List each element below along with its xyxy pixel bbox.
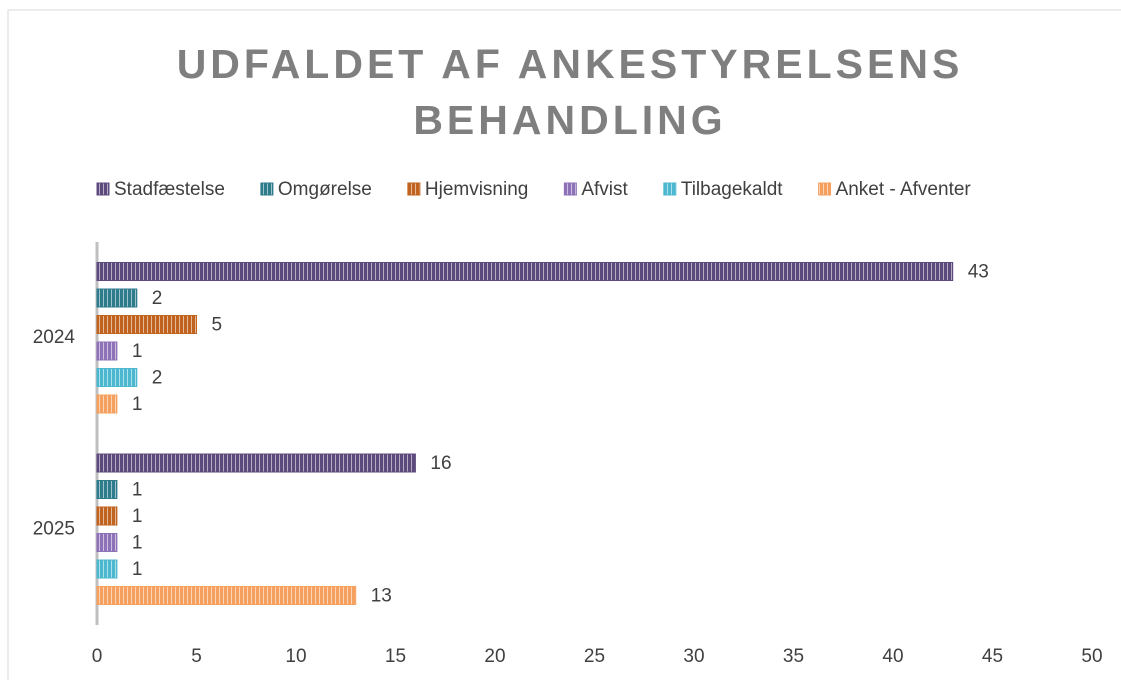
data-label: 1 — [132, 341, 143, 362]
legend-swatch — [563, 182, 577, 196]
data-label: 2 — [152, 368, 163, 389]
legend-label: Hjemvisning — [425, 179, 528, 200]
bar — [96, 315, 197, 334]
legend-swatch — [260, 182, 274, 196]
x-tick-label: 15 — [385, 646, 406, 667]
x-tick-label: 5 — [191, 646, 202, 667]
data-label: 1 — [132, 506, 143, 527]
legend-swatch — [818, 182, 832, 196]
data-label: 1 — [132, 533, 143, 554]
x-tick-label: 50 — [1081, 646, 1102, 667]
bar — [96, 368, 138, 387]
chart-title: UDFALDET AF ANKESTYRELSENS BEHANDLING — [176, 41, 964, 143]
legend-swatch — [407, 182, 421, 196]
data-label: 43 — [968, 262, 989, 283]
legend-swatch — [96, 182, 110, 196]
chart-border — [7, 9, 1121, 680]
bar — [96, 586, 357, 605]
data-label: 1 — [132, 480, 143, 501]
bar — [96, 453, 416, 473]
bar — [96, 341, 118, 361]
bar — [96, 533, 118, 552]
legend-label: Anket - Afventer — [836, 179, 972, 200]
bar — [96, 480, 118, 499]
legend-swatch — [663, 182, 677, 196]
x-tick-label: 10 — [285, 646, 306, 667]
legend-label: Stadfæstelse — [114, 179, 225, 200]
x-tick-label: 35 — [783, 646, 804, 667]
legend-label: Afvist — [581, 179, 628, 200]
x-tick-label: 20 — [484, 646, 505, 667]
x-tick-label: 40 — [882, 646, 903, 667]
data-label: 13 — [371, 586, 392, 607]
bar — [96, 506, 118, 526]
data-label: 1 — [132, 559, 143, 580]
data-label: 2 — [152, 288, 163, 309]
bar — [96, 559, 118, 579]
data-label: 16 — [430, 453, 451, 474]
legend-label: Omgørelse — [278, 179, 372, 200]
x-tick-label: 25 — [584, 646, 605, 667]
legend-label: Tilbagekaldt — [681, 179, 783, 200]
bar — [96, 288, 138, 308]
x-tick-label: 30 — [683, 646, 704, 667]
y-tick-label: 2024 — [33, 327, 76, 348]
x-tick-label: 0 — [92, 646, 103, 667]
x-tick-label: 45 — [982, 646, 1003, 667]
bar — [96, 262, 954, 281]
data-label: 5 — [212, 315, 223, 336]
bar — [96, 394, 118, 414]
y-tick-label: 2025 — [33, 518, 75, 539]
data-label: 1 — [132, 394, 143, 415]
